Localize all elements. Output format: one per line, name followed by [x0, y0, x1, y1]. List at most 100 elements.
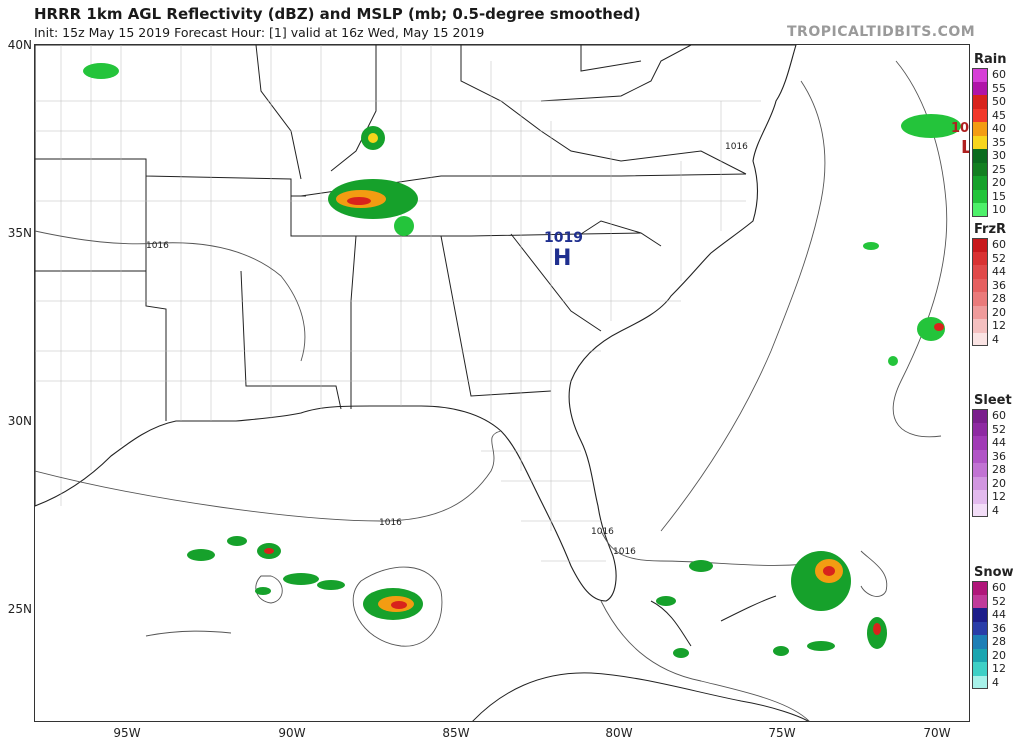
legend-title-snow: Snow: [974, 565, 1014, 580]
legend-row: 52: [972, 594, 1024, 608]
legend-value: 40: [992, 122, 1006, 136]
isobar-label: 1016: [613, 547, 636, 557]
legend-row: 20: [972, 176, 1024, 190]
map-title: HRRR 1km AGL Reflectivity (dBZ) and MSLP…: [34, 5, 641, 23]
legend-swatch: [972, 594, 988, 608]
legend-row: 12: [972, 490, 1024, 504]
legend-value: 44: [992, 608, 1006, 622]
reflectivity-echoes: [83, 63, 961, 658]
lat-label-30n: 30N: [7, 414, 32, 428]
legend-row: 28: [972, 635, 1024, 649]
legend-row: 28: [972, 292, 1024, 306]
legend-row: 12: [972, 662, 1024, 676]
legend-title-rain: Rain: [974, 52, 1007, 67]
legend-swatch: [972, 608, 988, 622]
legend-value: 52: [992, 251, 1006, 265]
legend-value: 30: [992, 149, 1006, 163]
legend-row: 60: [972, 68, 1024, 82]
legend-row: 36: [972, 449, 1024, 463]
lon-label-75w: 75W: [768, 726, 796, 740]
legend-swatch: [972, 490, 988, 504]
map-svg: 1016 1016 1016 1016 1016 1019 H 10 L: [35, 45, 970, 721]
lon-label-70w: 70W: [923, 726, 951, 740]
legend-value: 28: [992, 635, 1006, 649]
legend-swatch: [972, 449, 988, 463]
legend-value: 36: [992, 278, 1006, 292]
legend-row: 60: [972, 581, 1024, 595]
legend-swatch: [972, 621, 988, 635]
legend-value: 20: [992, 476, 1006, 490]
legend-swatch: [972, 409, 988, 423]
legend-swatch: [972, 81, 988, 95]
watermark: TROPICALTIDBITS.COM: [787, 24, 976, 40]
low-pressure-marker: L: [961, 137, 970, 158]
legend-value: 60: [992, 409, 1006, 423]
legend-row: 28: [972, 463, 1024, 477]
legend-value: 12: [992, 490, 1006, 504]
lat-label-40n: 40N: [7, 38, 32, 52]
legend-row: 60: [972, 409, 1024, 423]
legend-swatch: [972, 503, 988, 517]
isobar-label: 1016: [591, 527, 614, 537]
legend-swatch: [972, 162, 988, 176]
legend-swatch: [972, 251, 988, 265]
legend-value: 28: [992, 463, 1006, 477]
legend-row: 36: [972, 621, 1024, 635]
legend-swatch: [972, 238, 988, 252]
legend-row: 45: [972, 108, 1024, 122]
legend-value: 45: [992, 108, 1006, 122]
legend-swatch: [972, 581, 988, 595]
legend-row: 30: [972, 149, 1024, 163]
land-mass: [35, 45, 797, 602]
legend-swatch: [972, 319, 988, 333]
legend-swatch: [972, 436, 988, 450]
legend-swatch: [972, 176, 988, 190]
legend-row: 44: [972, 265, 1024, 279]
legend-value: 36: [992, 449, 1006, 463]
legend-swatch: [972, 463, 988, 477]
legend-value: 12: [992, 662, 1006, 676]
legend-swatch: [972, 648, 988, 662]
legend-swatch: [972, 122, 988, 136]
legend-title-sleet: Sleet: [974, 393, 1012, 408]
legend-value: 25: [992, 162, 1006, 176]
legend-row: 4: [972, 675, 1024, 689]
rain-legend: Rain 60 55 50 45 40 35 30 25 20 15 10: [972, 52, 1024, 217]
legend-value: 4: [992, 675, 999, 689]
legend-swatch: [972, 305, 988, 319]
legend-swatch: [972, 292, 988, 306]
lat-label-35n: 35N: [7, 226, 32, 240]
frzr-legend: FrzR 60 52 44 36 28 20 12 4: [972, 222, 1024, 346]
high-pressure-marker: H: [553, 246, 571, 271]
legend-value: 52: [992, 422, 1006, 436]
legend-swatch: [972, 203, 988, 217]
legend-row: 52: [972, 422, 1024, 436]
isobar-label: 1016: [379, 518, 402, 528]
us-coastline: [35, 45, 797, 602]
sleet-legend: Sleet 60 52 44 36 28 20 12 4: [972, 393, 1024, 517]
legend-swatch: [972, 332, 988, 346]
legend-row: 35: [972, 135, 1024, 149]
caribbean-islands: [472, 595, 809, 721]
legend-value: 12: [992, 319, 1006, 333]
legend-title-frzr: FrzR: [974, 222, 1007, 237]
legend-value: 28: [992, 292, 1006, 306]
legend-row: 20: [972, 305, 1024, 319]
legend-swatch: [972, 95, 988, 109]
legend-swatch: [972, 149, 988, 163]
legend-swatch: [972, 422, 988, 436]
legend-swatch: [972, 635, 988, 649]
legend-row: 52: [972, 251, 1024, 265]
legend-value: 20: [992, 176, 1006, 190]
lon-label-80w: 80W: [605, 726, 633, 740]
legend-row: 15: [972, 189, 1024, 203]
legend-value: 10: [992, 203, 1006, 217]
legend-value: 55: [992, 81, 1006, 95]
legend-swatch: [972, 108, 988, 122]
legend-value: 60: [992, 68, 1006, 82]
legend-value: 4: [992, 332, 999, 346]
high-pressure-value: 1019: [544, 230, 583, 246]
legend-swatch: [972, 675, 988, 689]
legend-value: 60: [992, 581, 1006, 595]
legend-value: 60: [992, 238, 1006, 252]
